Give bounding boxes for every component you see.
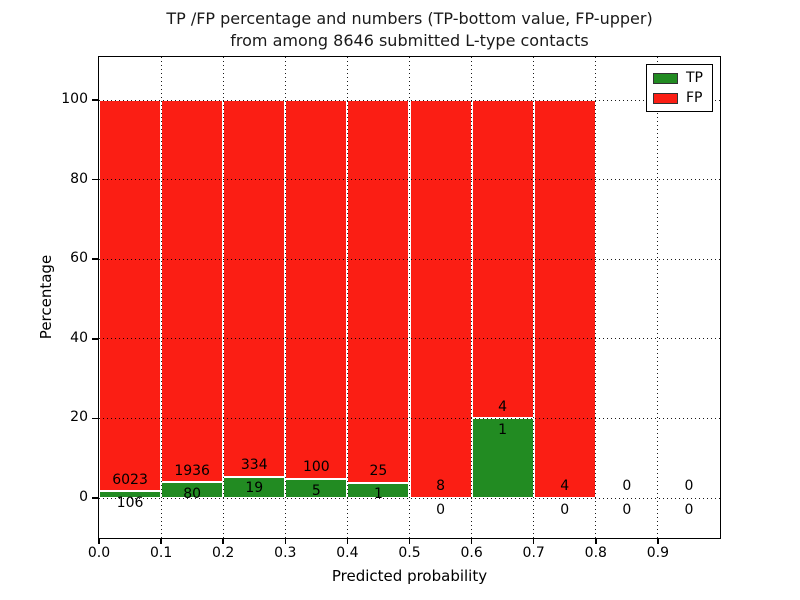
tp-count-label: 5 — [311, 482, 321, 499]
gridline-vertical — [471, 57, 473, 538]
x-tick-label: 0.8 — [584, 545, 607, 561]
bar-tp-segment — [223, 476, 286, 498]
fp-count-label: 100 — [302, 459, 330, 476]
tp-count-label: 0 — [684, 501, 694, 518]
bar-fp-segment — [533, 100, 596, 498]
fp-count-label: 0 — [684, 478, 694, 495]
fp-count-label: 8 — [436, 478, 446, 495]
legend-item-tp: TP — [653, 71, 712, 85]
bar-fp-segment — [161, 100, 224, 483]
x-tickmark — [98, 539, 100, 544]
gridline-vertical — [222, 57, 224, 538]
chart-title-line2: from among 8646 submitted L-type contact… — [230, 31, 589, 50]
x-tickmark — [346, 539, 349, 544]
tp-count-label: 0 — [436, 501, 446, 518]
bar-fp-segment — [347, 100, 410, 483]
bar-tp-segment — [99, 491, 162, 498]
gridline-vertical — [595, 57, 597, 538]
legend-label-fp: FP — [686, 90, 703, 106]
y-tickmark — [92, 497, 98, 499]
gridline-vertical — [284, 57, 286, 538]
x-tick-label: 0.6 — [460, 545, 483, 561]
x-tick-label: 0.2 — [212, 545, 235, 561]
x-tick-label: 0.5 — [398, 545, 421, 561]
tp-count-label: 0 — [622, 501, 632, 518]
y-axis-label: Percentage — [37, 254, 55, 340]
chart-title-line1: TP /FP percentage and numbers (TP-bottom… — [166, 9, 653, 28]
gridline-vertical — [409, 57, 410, 538]
fp-color-swatch — [653, 92, 678, 104]
bar-fp-segment — [99, 100, 162, 492]
y-tickmark — [92, 417, 98, 420]
fp-count-label: 4 — [560, 478, 570, 495]
y-tickmark — [92, 338, 98, 340]
gridline-vertical — [160, 57, 162, 538]
tp-count-label: 0 — [560, 501, 570, 518]
fp-count-label: 334 — [240, 457, 268, 473]
gridline-vertical — [657, 57, 659, 538]
x-tickmark — [657, 539, 659, 544]
gridline-vertical — [533, 57, 535, 538]
fp-count-label: 1936 — [174, 462, 210, 479]
x-tickmark — [222, 539, 224, 544]
bar-fp-segment — [223, 100, 286, 477]
x-tick-label: 0.4 — [336, 545, 359, 561]
tp-count-label: 1 — [498, 422, 508, 439]
bar-fp-segment — [409, 100, 472, 498]
x-tick-label: 0.1 — [149, 545, 173, 561]
x-tickmark — [595, 539, 597, 544]
x-tickmark — [470, 539, 473, 544]
tp-color-swatch — [653, 72, 678, 84]
bar-tp-segment — [161, 482, 224, 498]
y-tick-label: 80 — [70, 170, 88, 187]
x-tickmark — [408, 539, 411, 544]
y-tick-label: 100 — [61, 91, 88, 107]
y-tick-label: 40 — [70, 329, 88, 346]
x-tick-label: 0.3 — [274, 545, 297, 561]
gridline-vertical — [346, 57, 348, 538]
chart-title: TP /FP percentage and numbers (TP-bottom… — [99, 8, 720, 52]
y-tick-label: 20 — [70, 409, 88, 426]
x-tick-label: 0.7 — [522, 545, 545, 561]
y-tickmark — [92, 258, 98, 260]
tp-count-label: 106 — [116, 494, 144, 511]
fp-count-label: 6023 — [112, 471, 148, 488]
x-tickmark — [160, 539, 162, 544]
bar-tp-segment — [285, 479, 348, 498]
bar-tp-segment — [347, 482, 410, 498]
fp-count-label: 4 — [498, 398, 508, 415]
legend-label-tp: TP — [686, 70, 703, 86]
fp-count-label: 25 — [369, 463, 388, 480]
y-tickmark — [92, 178, 98, 181]
x-axis-label: Predicted probability — [331, 567, 488, 585]
tp-count-label: 80 — [183, 485, 202, 502]
plot-frame — [98, 56, 721, 539]
x-tick-label: 0.9 — [646, 545, 670, 561]
fp-count-label: 0 — [622, 478, 632, 495]
tp-count-label: 1 — [373, 486, 383, 503]
legend: TP FP — [646, 64, 713, 112]
y-tick-label: 0 — [79, 489, 88, 505]
y-tick-label: 60 — [70, 250, 88, 267]
bar-fp-segment — [285, 100, 348, 480]
y-tickmark — [92, 99, 98, 101]
x-tick-label: 0.0 — [87, 545, 111, 561]
x-tickmark — [532, 539, 535, 544]
tp-count-label: 19 — [245, 480, 264, 497]
legend-item-fp: FP — [653, 91, 712, 105]
x-tickmark — [284, 539, 287, 544]
